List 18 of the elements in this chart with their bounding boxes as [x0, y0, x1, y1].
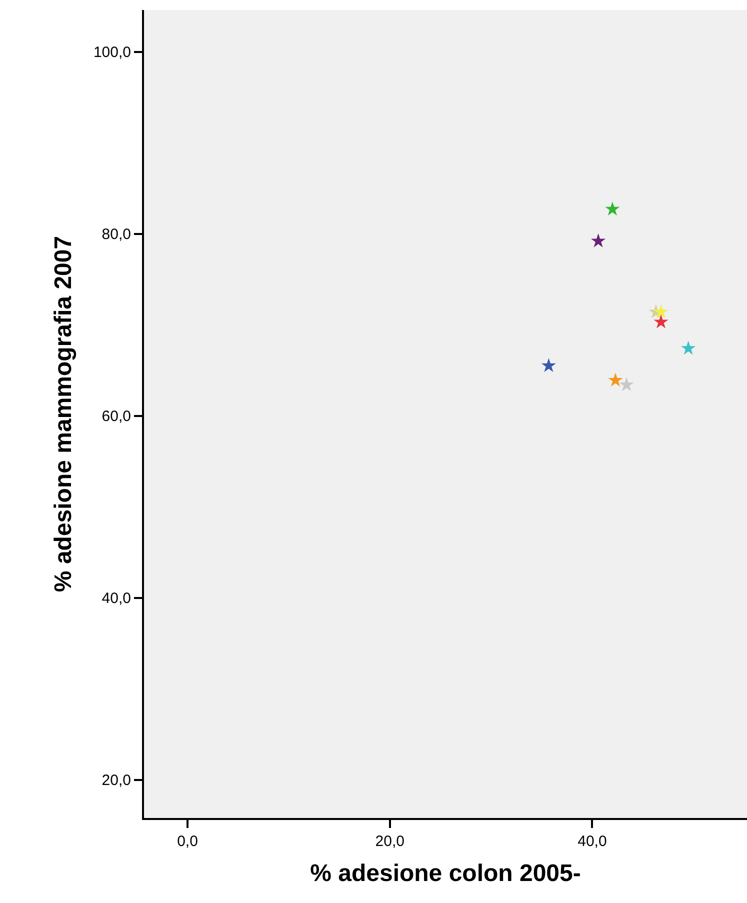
y-tick-label: 20,0: [102, 772, 131, 790]
x-tick-label: 20,0: [375, 833, 404, 850]
point: [605, 202, 620, 216]
y-axis-title: % adesione mammografia 2007: [50, 236, 78, 592]
x-axis-title: % adesione colon 2005-: [310, 860, 581, 887]
point: [608, 372, 623, 387]
y-tick-label: 80,0: [102, 226, 131, 244]
point: [619, 377, 634, 392]
x-tick-label: 0,0: [177, 833, 198, 850]
point: [681, 340, 696, 355]
x-tick-label: 40,0: [578, 833, 607, 850]
point: [654, 314, 668, 328]
point: [541, 358, 556, 372]
y-tick-label: 100,0: [93, 44, 131, 62]
point: [590, 233, 606, 248]
point: [654, 304, 668, 318]
y-tick-label: 40,0: [102, 590, 131, 608]
y-tick-label: 60,0: [102, 408, 131, 426]
